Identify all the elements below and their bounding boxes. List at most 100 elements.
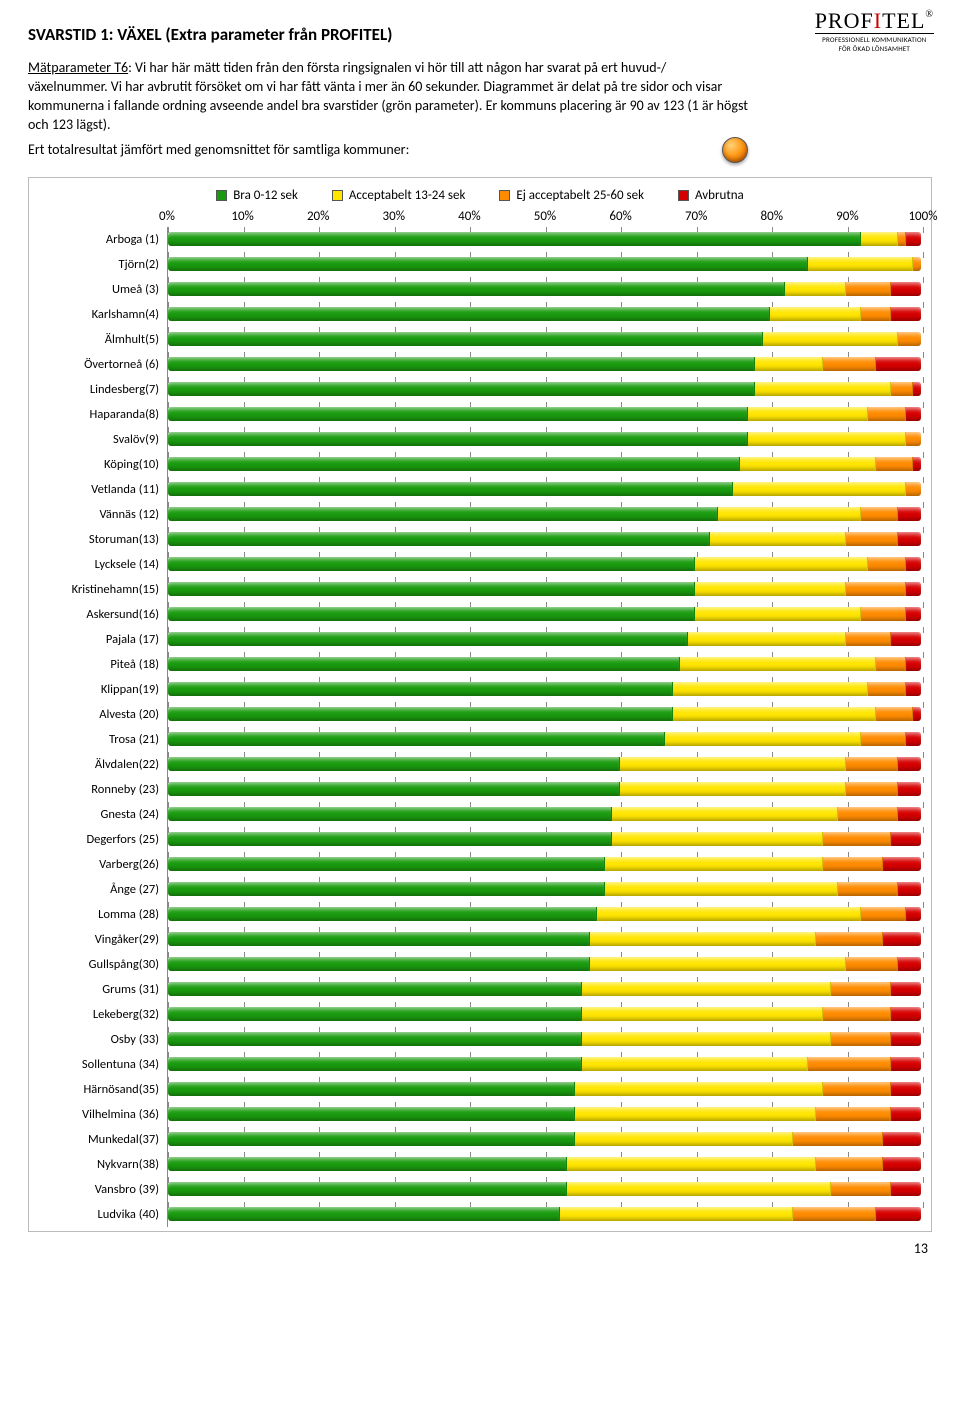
bar-segment <box>168 1057 582 1071</box>
table-row: Köping(10) <box>37 452 923 477</box>
bar-segment <box>620 757 846 771</box>
axis-tick-label: 60% <box>609 209 631 224</box>
table-row: Ånge (27) <box>37 877 923 902</box>
table-row: Arboga (1) <box>37 227 923 252</box>
bar-track <box>167 502 923 527</box>
axis-tick-label: 80% <box>761 209 783 224</box>
bar-segment <box>876 1207 921 1221</box>
bar-track <box>167 677 923 702</box>
bar-segment <box>168 307 770 321</box>
bar-segment <box>913 382 921 396</box>
bar-track <box>167 977 923 1002</box>
bar-segment <box>582 1057 808 1071</box>
bar-segment <box>891 632 921 646</box>
bar-segment <box>168 832 612 846</box>
bar-segment <box>861 507 899 521</box>
bar-segment <box>575 1107 816 1121</box>
row-label: Vilhelmina (36) <box>37 1107 167 1122</box>
bar-segment <box>846 957 899 971</box>
bar-segment <box>898 882 921 896</box>
bar-segment <box>168 582 695 596</box>
bar-track <box>167 452 923 477</box>
bar-segment <box>763 332 899 346</box>
table-row: Gnesta (24) <box>37 802 923 827</box>
bar-segment <box>861 307 891 321</box>
stacked-bar <box>168 507 921 521</box>
table-row: Vansbro (39) <box>37 1177 923 1202</box>
stacked-bar <box>168 332 921 346</box>
axis-labels: 0%10%20%30%40%50%60%70%80%90%100% <box>167 209 923 227</box>
bar-segment <box>560 1207 793 1221</box>
row-label: Nykvarn(38) <box>37 1157 167 1172</box>
row-label: Svalöv(9) <box>37 432 167 447</box>
legend-item: Avbrutna <box>678 188 744 203</box>
stacked-bar <box>168 1032 921 1046</box>
bar-track <box>167 227 923 252</box>
bar-segment <box>906 657 921 671</box>
table-row: Umeå (3) <box>37 277 923 302</box>
stacked-bar <box>168 1082 921 1096</box>
stacked-bar <box>168 682 921 696</box>
bar-segment <box>808 1057 891 1071</box>
bar-segment <box>168 407 748 421</box>
bar-segment <box>673 682 869 696</box>
stacked-bar <box>168 232 921 246</box>
bar-segment <box>816 1107 891 1121</box>
table-row: Alvesta (20) <box>37 702 923 727</box>
bar-segment <box>876 357 921 371</box>
legend-swatch <box>332 190 343 201</box>
row-label: Ånge (27) <box>37 882 167 897</box>
bar-segment <box>620 782 846 796</box>
axis-row: 0%10%20%30%40%50%60%70%80%90%100% <box>37 209 923 227</box>
table-row: Älmhult(5) <box>37 327 923 352</box>
bar-segment <box>695 607 861 621</box>
bar-segment <box>906 682 921 696</box>
stacked-bar <box>168 1107 921 1121</box>
bar-segment <box>906 557 921 571</box>
table-row: Storuman(13) <box>37 527 923 552</box>
bar-track <box>167 702 923 727</box>
result-text: Ert totalresultat jämfört med genomsnitt… <box>28 141 409 158</box>
bar-segment <box>748 432 906 446</box>
bar-track <box>167 477 923 502</box>
stacked-bar <box>168 1157 921 1171</box>
bar-segment <box>168 782 620 796</box>
legend-item: Acceptabelt 13-24 sek <box>332 188 466 203</box>
bar-segment <box>906 232 921 246</box>
axis-tick-label: 30% <box>383 209 405 224</box>
row-label: Vetlanda (11) <box>37 482 167 497</box>
table-row: Vännäs (12) <box>37 502 923 527</box>
bar-segment <box>168 957 590 971</box>
bar-segment <box>718 507 861 521</box>
result-marker-icon <box>722 137 748 163</box>
bar-segment <box>582 982 830 996</box>
bar-segment <box>906 607 921 621</box>
legend-label: Acceptabelt 13-24 sek <box>349 188 466 203</box>
bar-segment <box>883 857 921 871</box>
bar-track <box>167 1102 923 1127</box>
table-row: Tjörn(2) <box>37 252 923 277</box>
legend-label: Bra 0-12 sek <box>233 188 298 203</box>
bar-segment <box>168 257 808 271</box>
bar-track <box>167 1027 923 1052</box>
table-row: Lindesberg(7) <box>37 377 923 402</box>
bar-segment <box>891 282 921 296</box>
table-row: Karlshamn(4) <box>37 302 923 327</box>
table-row: Piteå (18) <box>37 652 923 677</box>
bar-track <box>167 727 923 752</box>
row-label: Vansbro (39) <box>37 1182 167 1197</box>
bar-track <box>167 877 923 902</box>
stacked-bar <box>168 1057 921 1071</box>
bar-segment <box>695 582 846 596</box>
bar-track <box>167 277 923 302</box>
bar-segment <box>168 1157 567 1171</box>
bar-segment <box>785 282 845 296</box>
bar-segment <box>891 1007 921 1021</box>
bar-segment <box>808 257 913 271</box>
bar-track <box>167 1002 923 1027</box>
result-line: Ert totalresultat jämfört med genomsnitt… <box>28 137 788 163</box>
row-label: Lomma (28) <box>37 907 167 922</box>
table-row: Osby (33) <box>37 1027 923 1052</box>
bar-segment <box>868 682 906 696</box>
bar-segment <box>906 907 921 921</box>
